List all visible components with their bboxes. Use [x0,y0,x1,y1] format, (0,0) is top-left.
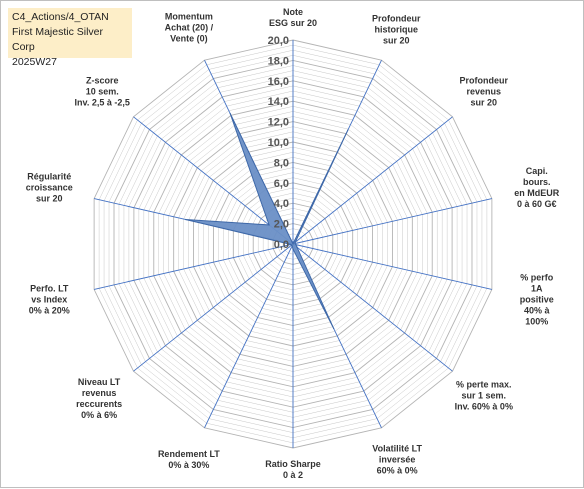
tick-label: 16,0 [268,76,289,88]
axis-label: Z-score 10 sem. Inv. 2,5 à -2,5 [74,75,130,108]
chart-title-box: C4_Actions/4_OTAN First Majestic Silver … [8,8,132,68]
data-point [268,224,270,226]
tick-label: 14,0 [268,96,289,108]
axis-label: Rendement LT 0% à 30% [157,449,220,471]
data-point [294,241,296,243]
axis-spoke [292,198,492,245]
tick-label: 4,0 [274,198,289,210]
data-point [292,248,294,250]
axis-label: Profondeur revenus sur 20 [459,75,509,108]
axis-spoke [133,243,294,372]
data-point [294,242,296,245]
tick-label: 8,0 [274,157,289,169]
axis-spoke [292,116,453,245]
axis-label: Note ESG sur 20 [268,7,318,28]
data-point [296,246,298,248]
axis-spoke [204,243,294,428]
axis-spoke [292,243,492,290]
tick-label: 12,0 [268,117,289,129]
title-line-2: First Majestic Silver Corp [12,26,104,53]
title-line-1: C4_Actions/4_OTAN [12,11,109,23]
tick-label: 10,0 [268,137,289,149]
data-point [333,327,335,330]
data-point [292,243,294,245]
axis-spoke [94,243,294,290]
axis-label: Momentum Achat (20) / Vente (0) [164,11,214,44]
axis-label: % perte max. sur 1 sem. Inv. 60% à 0% [454,379,513,412]
tick-label: 18,0 [268,55,289,67]
tick-label: 20,0 [268,35,289,47]
axis-spoke [292,243,453,372]
data-point [295,244,297,246]
data-point [185,218,187,221]
tick-label: 0,0 [274,239,289,251]
axis-spoke [133,116,294,245]
axis-label: Perfo. LT vs Index 0% à 20% [28,283,70,316]
title-line-3: 2025W27 [12,56,57,68]
data-point [229,112,231,115]
axis-label: Capi. bours. en MdEUR 0 à 60 G€ [514,166,560,210]
tick-label: 2,0 [274,219,289,231]
axis-label: Niveau LT revenus reccurents 0% à 6% [76,376,123,420]
data-point [347,129,349,131]
axis-label: % perfo 1A positive 40% à 100% [519,272,554,327]
data-point [290,243,292,246]
axis-label: Profondeur historique sur 20 [372,13,421,46]
axis-label: Régularité croissance sur 20 [25,171,73,204]
axis-label: Volatilité LT inversée 60% à 0% [372,443,422,476]
tick-label: 6,0 [274,178,289,190]
axis-label: Ratio Sharpe 0 à 2 [265,459,321,480]
